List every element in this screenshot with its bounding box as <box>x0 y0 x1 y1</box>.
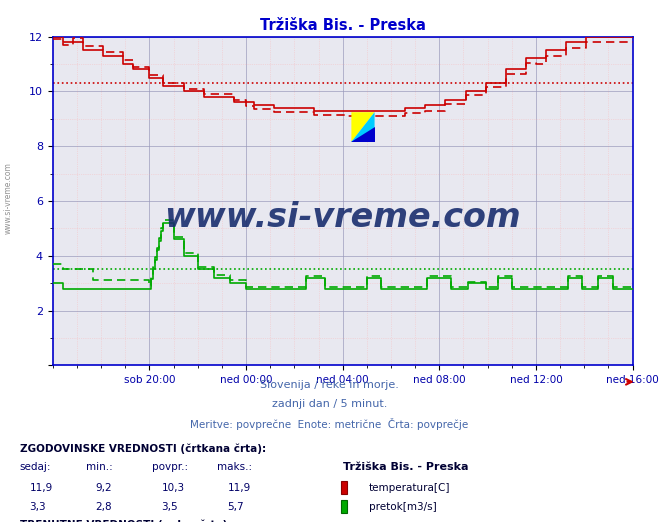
Text: 10,3: 10,3 <box>161 482 185 493</box>
Polygon shape <box>351 112 374 142</box>
Text: 3,5: 3,5 <box>161 502 178 512</box>
Text: www.si-vreme.com: www.si-vreme.com <box>164 201 521 234</box>
Text: 11,9: 11,9 <box>30 482 53 493</box>
Text: pretok[m3/s]: pretok[m3/s] <box>369 502 437 512</box>
Text: Slovenija / reke in morje.: Slovenija / reke in morje. <box>260 380 399 390</box>
Title: Tržiška Bis. - Preska: Tržiška Bis. - Preska <box>260 18 426 32</box>
Text: Tržiška Bis. - Preska: Tržiška Bis. - Preska <box>343 462 468 472</box>
Text: 5,7: 5,7 <box>227 502 244 512</box>
Text: 3,3: 3,3 <box>30 502 46 512</box>
Polygon shape <box>351 127 374 142</box>
Text: min.:: min.: <box>86 462 113 472</box>
Text: zadnji dan / 5 minut.: zadnji dan / 5 minut. <box>272 399 387 409</box>
Polygon shape <box>351 112 374 142</box>
Text: ZGODOVINSKE VREDNOSTI (črtkana črta):: ZGODOVINSKE VREDNOSTI (črtkana črta): <box>20 443 266 454</box>
Text: sedaj:: sedaj: <box>20 462 51 472</box>
Text: povpr.:: povpr.: <box>152 462 188 472</box>
Text: TRENUTNE VREDNOSTI (polna črta):: TRENUTNE VREDNOSTI (polna črta): <box>20 519 231 522</box>
Text: maks.:: maks.: <box>217 462 252 472</box>
Text: www.si-vreme.com: www.si-vreme.com <box>4 162 13 234</box>
Text: temperatura[C]: temperatura[C] <box>369 482 451 493</box>
Text: Meritve: povprečne  Enote: metrične  Črta: povprečje: Meritve: povprečne Enote: metrične Črta:… <box>190 418 469 430</box>
Text: 11,9: 11,9 <box>227 482 250 493</box>
Text: 2,8: 2,8 <box>96 502 112 512</box>
Text: 9,2: 9,2 <box>96 482 112 493</box>
